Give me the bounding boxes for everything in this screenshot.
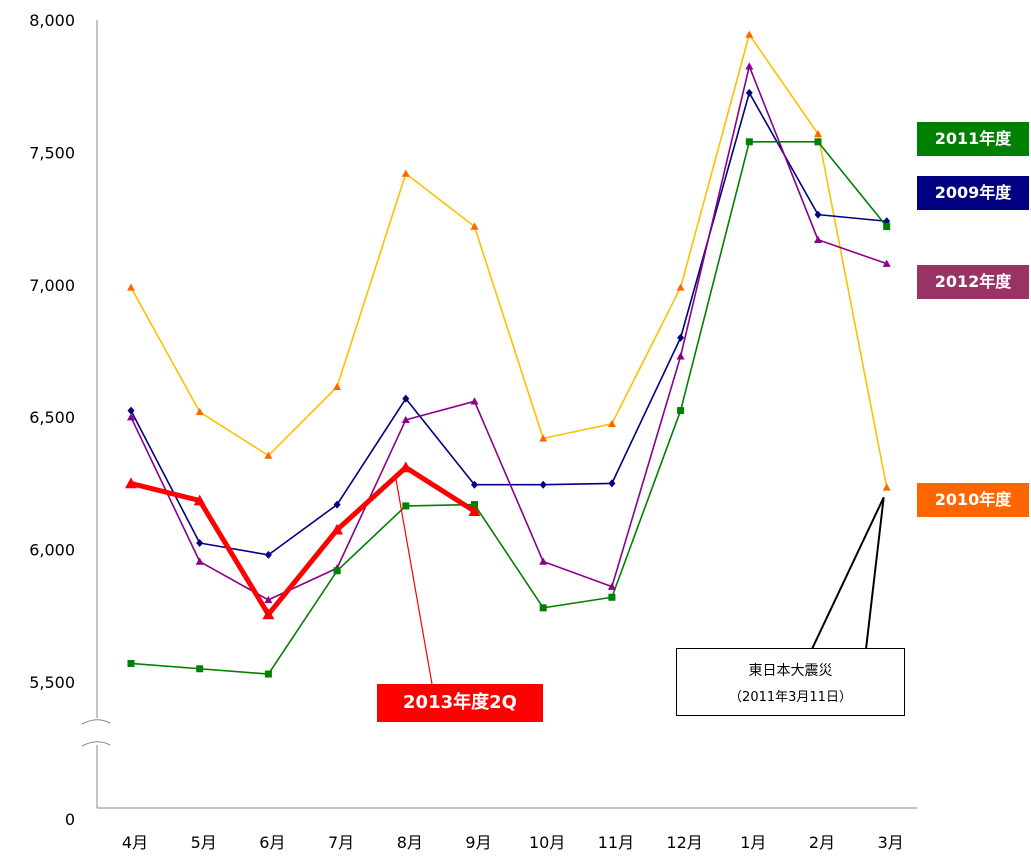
y-tick-label: 7,000 xyxy=(29,276,75,295)
x-tick-label: 5月 xyxy=(191,833,217,852)
data-point xyxy=(264,595,273,604)
data-point xyxy=(676,283,685,291)
data-point xyxy=(539,434,548,442)
series-lines xyxy=(130,33,888,675)
y-tick-label: 7,500 xyxy=(29,143,75,162)
x-tick-label: 12月 xyxy=(666,833,702,852)
data-point xyxy=(882,483,891,491)
data-point xyxy=(402,394,410,403)
data-point xyxy=(883,223,891,231)
data-point xyxy=(333,382,342,390)
data-point xyxy=(745,138,753,146)
series-line xyxy=(130,92,887,556)
axis-break-upper xyxy=(81,719,111,725)
pointer-2013 xyxy=(395,478,433,685)
data-point xyxy=(882,259,891,267)
annotation-date: （2011年3月11日） xyxy=(729,690,852,705)
x-tick-label: 4月 xyxy=(122,833,148,852)
series-line xyxy=(130,465,476,617)
data-point xyxy=(196,538,204,547)
y-tick-label: 5,500 xyxy=(29,673,75,692)
data-point xyxy=(607,582,616,590)
tick-labels: 8,000 7,500 7,000 6,500 6,000 5,500 0 4月 5月 6月 7月 8… xyxy=(29,11,904,852)
data-point xyxy=(399,461,412,473)
data-point xyxy=(814,235,822,243)
data-point xyxy=(264,451,273,459)
label-2011: 2011年度 xyxy=(917,122,1029,156)
series-markers xyxy=(125,30,891,678)
data-point xyxy=(539,480,547,489)
x-tick-label: 2月 xyxy=(809,833,835,852)
x-tick-label: 9月 xyxy=(465,833,491,852)
data-point xyxy=(401,415,410,424)
data-point xyxy=(402,502,410,510)
data-point xyxy=(677,333,685,342)
data-point xyxy=(193,494,206,506)
x-tick-label: 11月 xyxy=(598,833,634,852)
label-2010: 2010年度 xyxy=(917,483,1029,517)
y-tick-label: 6,000 xyxy=(29,541,75,560)
x-tick-label: 10月 xyxy=(529,833,565,852)
data-point xyxy=(127,283,135,291)
data-point xyxy=(264,550,272,559)
data-point xyxy=(468,505,481,517)
data-point xyxy=(470,222,479,230)
y-tick-label: 8,000 xyxy=(29,11,75,30)
data-point xyxy=(608,593,616,601)
y-tick-label: 6,500 xyxy=(29,408,75,427)
data-point xyxy=(471,480,478,489)
data-point xyxy=(196,665,204,673)
data-point xyxy=(195,407,204,416)
data-point xyxy=(607,419,616,428)
data-point xyxy=(262,608,275,620)
data-point xyxy=(333,567,341,575)
data-point xyxy=(814,138,822,146)
data-point xyxy=(745,88,753,97)
data-point xyxy=(195,557,204,565)
data-point xyxy=(127,659,135,667)
x-tick-label: 7月 xyxy=(328,833,354,852)
chart-axes xyxy=(81,20,917,809)
data-point xyxy=(814,210,822,219)
pointer-earthquake xyxy=(811,496,885,650)
data-point xyxy=(539,557,548,565)
x-tick-label: 1月 xyxy=(740,833,766,852)
x-tick-label: 3月 xyxy=(878,833,904,852)
data-point xyxy=(471,501,478,509)
data-point xyxy=(676,352,685,360)
callout-lines xyxy=(395,478,885,685)
x-tick-label: 8月 xyxy=(397,833,423,852)
data-point xyxy=(264,670,272,678)
data-point xyxy=(331,523,344,535)
data-point xyxy=(470,397,479,405)
data-point xyxy=(608,479,616,488)
data-point xyxy=(401,169,410,177)
data-point xyxy=(745,62,754,70)
data-point xyxy=(127,406,135,415)
axis-break-lower xyxy=(81,741,111,747)
series-line xyxy=(130,33,888,488)
annotation-title: 東日本大震災 xyxy=(748,663,833,679)
data-point xyxy=(677,407,685,415)
data-point xyxy=(745,30,754,38)
data-point xyxy=(127,413,135,421)
y-tick-label: 0 xyxy=(65,810,75,829)
earthquake-annotation: 東日本大震災 （2011年3月11日） xyxy=(676,648,905,716)
label-2009: 2009年度 xyxy=(917,176,1029,210)
data-point xyxy=(814,129,822,138)
data-point xyxy=(333,500,341,509)
series-line xyxy=(130,141,888,675)
data-point xyxy=(539,604,547,612)
label-2012: 2012年度 xyxy=(917,265,1029,299)
label-2013-2q: 2013年度2Q xyxy=(377,684,543,722)
x-tick-label: 6月 xyxy=(259,833,285,852)
data-point xyxy=(125,477,137,489)
